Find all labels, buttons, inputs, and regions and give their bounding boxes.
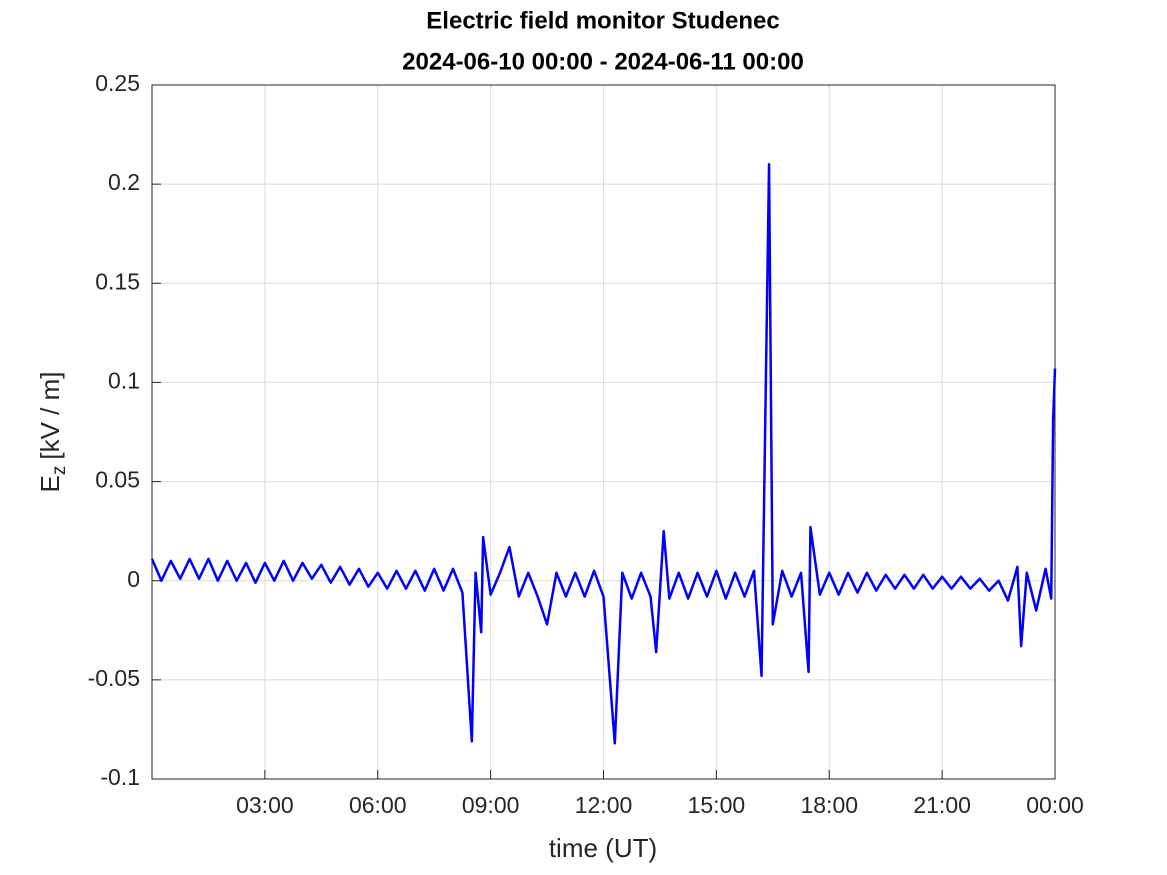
- x-tick-label: 09:00: [462, 792, 520, 818]
- y-tick-label: 0.2: [108, 169, 140, 195]
- y-label-unit: [kV / m]: [35, 372, 65, 460]
- x-tick-label: 12:00: [575, 792, 633, 818]
- y-tick-label: 0: [127, 566, 140, 592]
- y-tick-label: 0.05: [95, 467, 140, 493]
- y-tick-label: 0.1: [108, 368, 140, 394]
- y-tick-label: 0.15: [95, 268, 140, 294]
- x-tick-label: 21:00: [913, 792, 971, 818]
- y-label-subscript: z: [49, 466, 70, 476]
- x-tick-label: 06:00: [349, 792, 407, 818]
- x-tick-label: 00:00: [1026, 792, 1084, 818]
- x-axis-label: time (UT): [549, 833, 657, 863]
- x-tick-label: 15:00: [688, 792, 746, 818]
- axes-box: [151, 84, 1056, 780]
- y-label-symbol: E: [35, 475, 65, 492]
- y-tick-label: -0.05: [88, 665, 140, 691]
- x-tick-label: 18:00: [800, 792, 858, 818]
- data-line: [150, 163, 1057, 745]
- chart-subtitle: 2024-06-10 00:00 - 2024-06-11 00:00: [402, 48, 804, 75]
- y-tick-label: 0.25: [95, 70, 140, 96]
- y-axis-label: Ez [kV / m]: [35, 372, 70, 493]
- y-tick-label: -0.1: [100, 764, 140, 790]
- chart-title: Electric field monitor Studenec: [426, 7, 779, 34]
- x-tick-label: 03:00: [236, 792, 294, 818]
